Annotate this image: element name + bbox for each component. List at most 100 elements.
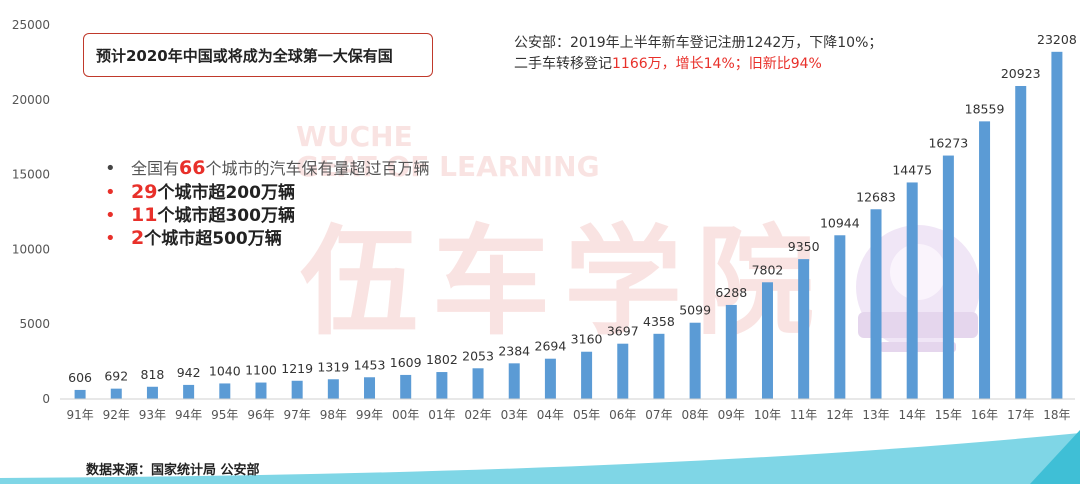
x-tick-label: 12年 <box>826 408 853 422</box>
x-tick-label: 00年 <box>392 408 419 422</box>
bar <box>544 358 556 399</box>
note-line-2-red: 1166万，增长14%；旧新比94% <box>612 56 822 72</box>
bullet-dot: • <box>105 158 116 179</box>
bullet-text: 2个城市超500万辆 <box>131 227 282 249</box>
y-tick-label: 5000 <box>19 317 50 331</box>
bullet-item: • 全国有66个城市的汽车保有量超过百万辆 <box>105 155 430 179</box>
x-tick-label: 96年 <box>247 408 274 422</box>
x-axis-tick-labels: 91年 92年 93年 94年 95年 96年 97年 98年 99年 00年 01年 02年 03年 0… <box>66 408 1070 422</box>
data-label: 5099 <box>679 303 711 318</box>
data-label: 3160 <box>571 332 603 347</box>
data-label: 1453 <box>354 357 386 372</box>
bar <box>219 383 231 399</box>
x-tick-label: 17年 <box>1007 408 1034 422</box>
bar <box>942 155 954 399</box>
bar <box>906 182 918 399</box>
data-label: 3697 <box>607 324 639 339</box>
bar-series <box>74 51 1063 400</box>
data-label: 16273 <box>928 136 968 151</box>
x-tick-label: 04年 <box>537 408 564 422</box>
x-tick-label: 01年 <box>428 408 455 422</box>
x-tick-label: 02年 <box>464 408 491 422</box>
data-label: 6288 <box>715 285 747 300</box>
bar <box>255 382 267 399</box>
y-tick-label: 25000 <box>12 18 50 32</box>
bullet-item: • 2个城市超500万辆 <box>105 224 429 249</box>
x-tick-label: 15年 <box>935 408 962 422</box>
data-label: 12683 <box>856 189 896 204</box>
y-tick-label: 10000 <box>12 242 50 256</box>
data-label: 20923 <box>1001 66 1041 81</box>
x-tick-label: 98年 <box>320 408 347 422</box>
bar <box>146 386 158 399</box>
bullet-item: • 29个城市超200万辆 <box>105 178 429 203</box>
bullet-dot: • <box>105 182 116 203</box>
note-line-2: 二手车转移登记1166万，增长14%；旧新比94% <box>514 54 882 75</box>
x-tick-label: 92年 <box>103 408 130 422</box>
x-tick-label: 91年 <box>66 408 93 422</box>
data-labels: 606 692 818 942 1040 1100 1219 1319 1453 1609 1802… <box>68 32 1077 385</box>
x-tick-label: 06年 <box>609 408 636 422</box>
bar <box>979 121 991 399</box>
x-tick-label: 94年 <box>175 408 202 422</box>
decorative-corner-shape <box>1030 430 1080 484</box>
bar <box>834 235 846 399</box>
y-tick-label: 0 <box>42 392 50 406</box>
bar <box>689 322 701 399</box>
data-label: 606 <box>68 370 92 385</box>
data-label: 2384 <box>498 343 530 358</box>
data-label: 1802 <box>426 352 458 367</box>
bullet-text: 11个城市超300万辆 <box>131 204 295 226</box>
data-label: 7802 <box>752 262 784 277</box>
x-tick-label: 97年 <box>284 408 311 422</box>
data-label: 18559 <box>965 101 1005 116</box>
bar <box>581 351 593 399</box>
bar <box>798 259 810 399</box>
x-tick-label: 03年 <box>501 408 528 422</box>
bar <box>74 389 86 399</box>
watermark-english: WUCHE GEAT OF LEARNING <box>296 120 600 183</box>
y-tick-label: 15000 <box>12 168 50 182</box>
data-label: 692 <box>104 369 128 384</box>
x-tick-label: 05年 <box>573 408 600 422</box>
x-tick-label: 18年 <box>1043 408 1070 422</box>
bar <box>436 372 448 399</box>
bar <box>725 304 737 399</box>
note-line-1: 公安部：2019年上半年新车登记注册1242万，下降10%； <box>514 35 883 51</box>
data-label: 2694 <box>535 339 567 354</box>
bar <box>653 333 665 399</box>
x-tick-label: 07年 <box>645 408 672 422</box>
bar <box>400 374 412 399</box>
data-label: 14475 <box>892 162 932 177</box>
bar <box>1015 85 1027 400</box>
y-axis-tick-labels: 0 5000 10000 15000 20000 25000 <box>12 18 50 406</box>
bullet-dot: • <box>105 205 116 226</box>
note-line-2-prefix: 二手车转移登记 <box>514 56 612 72</box>
bullet-text: 全国有66个城市的汽车保有量超过百万辆 <box>131 157 430 179</box>
x-tick-label: 10年 <box>754 408 781 422</box>
x-tick-label: 09年 <box>718 408 745 422</box>
data-label: 1219 <box>281 361 313 376</box>
data-label: 1319 <box>317 359 349 374</box>
data-label: 23208 <box>1037 32 1077 47</box>
bar <box>761 282 773 399</box>
title-box-text: 预计2020年中国或将成为全球第一大保有国 <box>96 46 393 65</box>
data-label: 4358 <box>643 314 675 329</box>
bullet-dot: • <box>105 228 116 249</box>
x-tick-label: 13年 <box>862 408 889 422</box>
bar <box>327 379 339 399</box>
x-tick-label: 99年 <box>356 408 383 422</box>
x-tick-label: 11年 <box>790 408 817 422</box>
data-label: 2053 <box>462 348 494 363</box>
title-box: 预计2020年中国或将成为全球第一大保有国 <box>83 33 433 77</box>
data-label: 9350 <box>788 239 820 254</box>
data-label: 1040 <box>209 363 241 378</box>
bullet-list: • 全国有66个城市的汽车保有量超过百万辆 • 29个城市超200万辆 • 11… <box>105 155 430 249</box>
data-label: 1100 <box>245 363 277 378</box>
bar <box>110 388 122 399</box>
x-tick-label: 93年 <box>139 408 166 422</box>
x-tick-label: 95年 <box>211 408 238 422</box>
x-tick-label: 14年 <box>899 408 926 422</box>
bar <box>1051 51 1063 399</box>
